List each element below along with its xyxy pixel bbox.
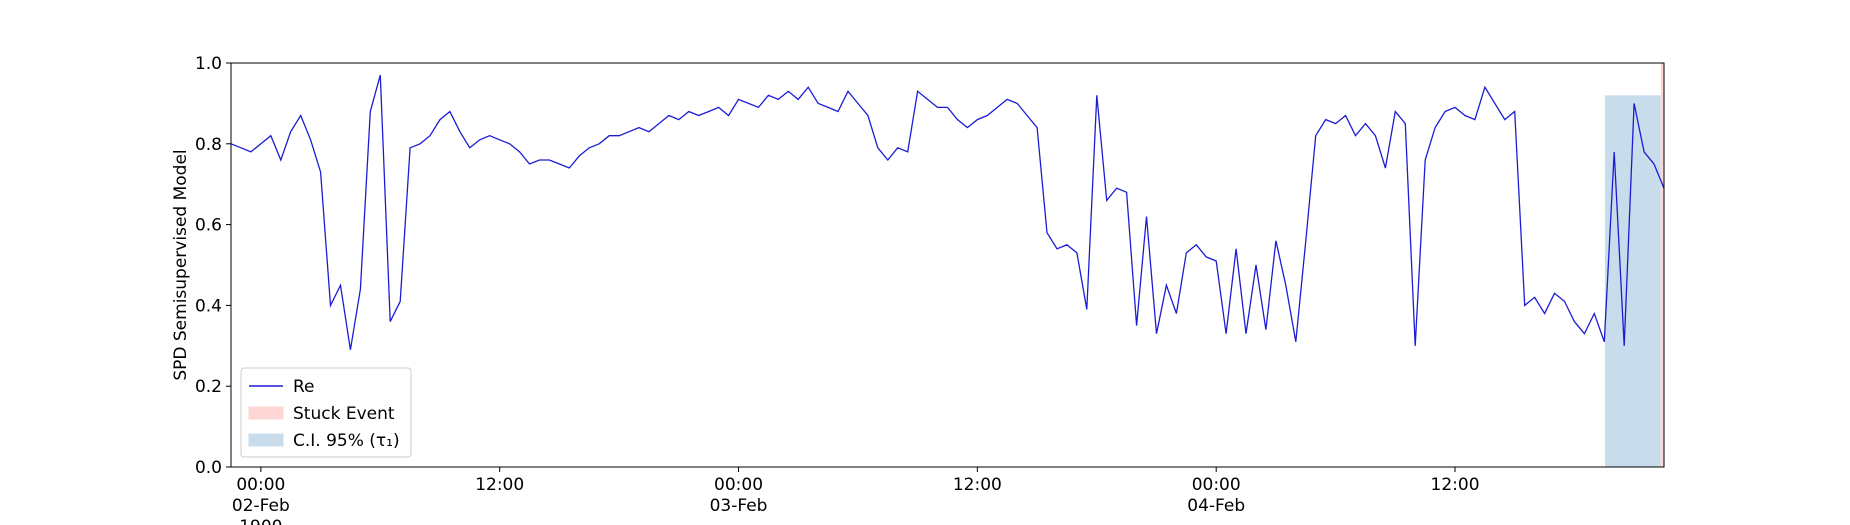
y-tick-label: 1.0 <box>195 54 222 74</box>
y-tick-label: 0.8 <box>195 135 222 155</box>
x-tick-label: 00:00 03-Feb <box>710 475 768 516</box>
legend-label: Stuck Event <box>293 404 395 424</box>
y-tick-label: 0.0 <box>195 458 222 478</box>
span <box>1604 95 1661 467</box>
span <box>1660 63 1664 467</box>
plot-frame <box>230 62 1665 468</box>
x-tick-label: 12:00 <box>953 475 1002 495</box>
y-tick-label: 0.6 <box>195 216 222 236</box>
x-tick-label: 00:00 04-Feb <box>1187 475 1245 516</box>
legend-label: Re <box>293 377 315 397</box>
y-tick-label: 0.4 <box>195 296 222 316</box>
legend-patch <box>248 406 284 420</box>
legend-label: C.I. 95% (τ₁) <box>293 431 400 451</box>
x-tick-label: 12:00 <box>475 475 524 495</box>
x-tick-label: 12:00 <box>1431 475 1480 495</box>
line <box>230 74 1665 350</box>
y-axis-label: SPD Semisupervised Model <box>171 149 191 380</box>
y-tick-label: 0.2 <box>195 377 222 397</box>
legend-patch <box>248 433 284 447</box>
